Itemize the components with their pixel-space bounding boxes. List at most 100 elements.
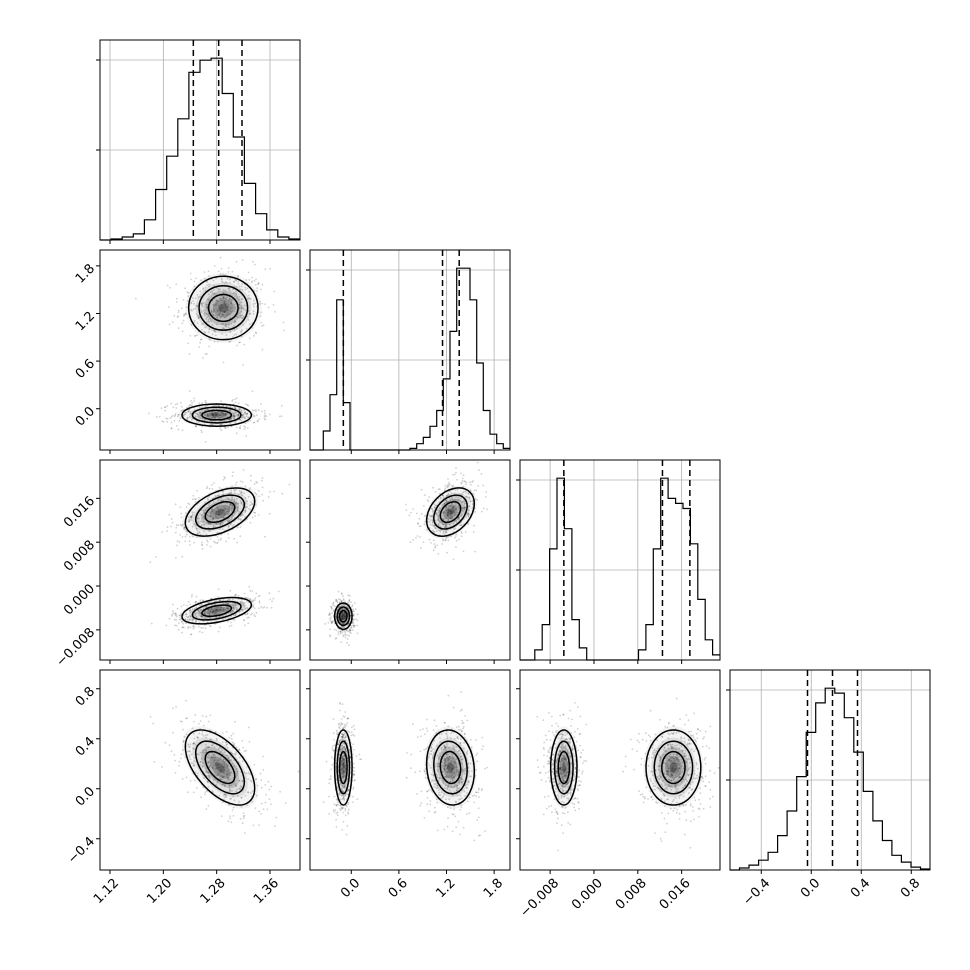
scatter-point (477, 485, 480, 487)
density-panel-1-2 (306, 459, 511, 664)
scatter-point (191, 418, 193, 421)
histogram-panel-0 (96, 39, 301, 244)
scatter-point (247, 791, 250, 794)
scatter-point (448, 756, 451, 758)
scatter-point (350, 734, 353, 737)
scatter-point (222, 289, 225, 291)
scatter-point (225, 413, 228, 415)
scatter-point (223, 412, 226, 415)
histogram-step-line (310, 267, 510, 451)
scatter-point (218, 794, 221, 797)
scatter-point (564, 806, 567, 809)
scatter-point (184, 312, 187, 315)
scatter-point (181, 536, 184, 538)
scatter-point (226, 606, 229, 609)
scatter-point (203, 793, 206, 796)
scatter-point (450, 535, 452, 538)
scatter-point (254, 504, 257, 506)
scatter-point (353, 773, 356, 776)
scatter-point (335, 616, 337, 619)
scatter-point (228, 313, 231, 315)
scatter-point (456, 789, 458, 791)
scatter-point (193, 626, 196, 628)
scatter-point (228, 736, 231, 739)
scatter-point (208, 338, 211, 340)
scatter-point (424, 776, 427, 779)
scatter-point (341, 614, 344, 617)
scatter-point (351, 604, 354, 606)
scatter-point (270, 803, 272, 806)
scatter-point (234, 398, 237, 401)
scatter-point (453, 772, 456, 774)
scatter-point (430, 773, 433, 776)
scatter-point (173, 314, 176, 317)
scatter-point (453, 509, 456, 512)
scatter-point (223, 512, 226, 514)
scatter-point (194, 425, 197, 428)
scatter-point (174, 614, 177, 616)
scatter-point (352, 622, 355, 625)
scatter-point (202, 724, 205, 727)
scatter-point (166, 405, 169, 407)
scatter-point (466, 719, 469, 722)
scatter-point (212, 311, 215, 313)
scatter-point (250, 613, 252, 616)
scatter-point (338, 740, 341, 742)
scatter-point (233, 280, 235, 283)
scatter-point (208, 321, 211, 323)
scatter-point (235, 432, 238, 435)
scatter-point (209, 317, 212, 320)
scatter-point (206, 733, 209, 736)
scatter-point (343, 746, 345, 748)
scatter-point (249, 312, 252, 315)
scatter-point (163, 406, 166, 409)
scatter-point (268, 592, 271, 595)
scatter-point (441, 521, 444, 524)
scatter-point (445, 757, 448, 759)
scatter-point (188, 406, 190, 408)
scatter-point (215, 302, 218, 305)
scatter-point (343, 736, 346, 739)
scatter-point (340, 761, 343, 763)
scatter-point (236, 608, 238, 610)
scatter-point (342, 614, 345, 617)
scatter-point (446, 551, 448, 554)
scatter-point (243, 750, 246, 753)
scatter-point (330, 622, 333, 625)
scatter-point (178, 622, 180, 625)
scatter-point (194, 415, 197, 418)
scatter-point (240, 609, 243, 611)
scatter-point (200, 429, 203, 432)
scatter-point (459, 493, 462, 495)
scatter-point (238, 341, 241, 344)
scatter-point (243, 492, 246, 495)
scatter-point (203, 509, 205, 512)
scatter-point (175, 283, 178, 286)
scatter-point (226, 765, 229, 768)
scatter-point (233, 742, 235, 745)
scatter-point (438, 507, 441, 510)
scatter-point (445, 733, 448, 736)
scatter-point (343, 761, 346, 764)
scatter-point (458, 506, 461, 508)
scatter-point (248, 740, 251, 743)
scatter-point (183, 413, 186, 416)
scatter-point (412, 539, 415, 541)
scatter-point (433, 506, 436, 509)
scatter-point (332, 744, 334, 747)
scatter-point (429, 515, 432, 518)
scatter-point (258, 418, 261, 421)
scatter-point (204, 501, 207, 504)
scatter-point (431, 529, 434, 532)
scatter-point (467, 492, 470, 494)
scatter-point (453, 511, 455, 514)
scatter-point (214, 525, 217, 528)
scatter-point (165, 624, 168, 627)
scatter-point (473, 794, 475, 797)
scatter-point (172, 612, 175, 615)
scatter-point (336, 601, 339, 604)
scatter-point (446, 745, 448, 748)
scatter-point (197, 315, 200, 317)
scatter-point (205, 746, 208, 749)
scatter-point (437, 762, 440, 765)
